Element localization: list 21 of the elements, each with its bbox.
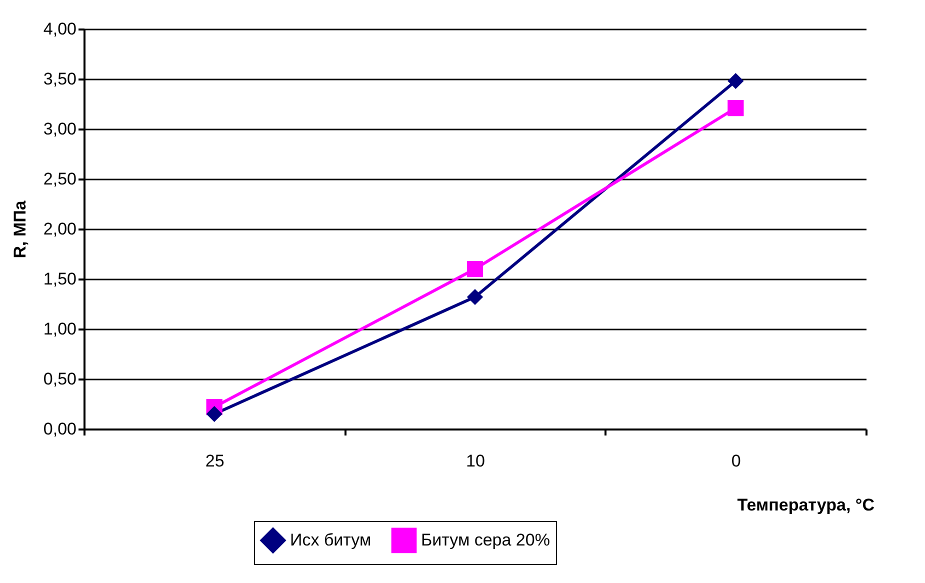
y-tick-label: 0,00 xyxy=(43,420,76,438)
point xyxy=(466,260,484,278)
y-tick-label: 3,50 xyxy=(43,70,76,88)
point xyxy=(206,406,222,422)
y-tick-label: 1,00 xyxy=(43,320,76,338)
y-tick-label: 4,00 xyxy=(43,20,76,38)
x-tick-label: 10 xyxy=(466,452,485,470)
x-tick-label: 25 xyxy=(205,452,224,470)
y-axis-title: R, МПа xyxy=(10,200,30,258)
x-tick-label: 0 xyxy=(731,452,741,470)
y-tick-label: 3,00 xyxy=(43,120,76,138)
point xyxy=(728,72,744,90)
legend-label: Битум сера 20% xyxy=(421,530,550,550)
x-axis-title: Температура, °C xyxy=(737,496,874,514)
y-tick-label: 1,50 xyxy=(43,270,76,288)
y-tick-label: 2,00 xyxy=(43,220,76,238)
y-tick-label: 0,50 xyxy=(43,370,76,388)
point xyxy=(466,288,484,306)
y-tick-label: 2,50 xyxy=(43,170,76,188)
legend-label: Исх битум xyxy=(290,530,372,550)
point xyxy=(728,100,744,116)
